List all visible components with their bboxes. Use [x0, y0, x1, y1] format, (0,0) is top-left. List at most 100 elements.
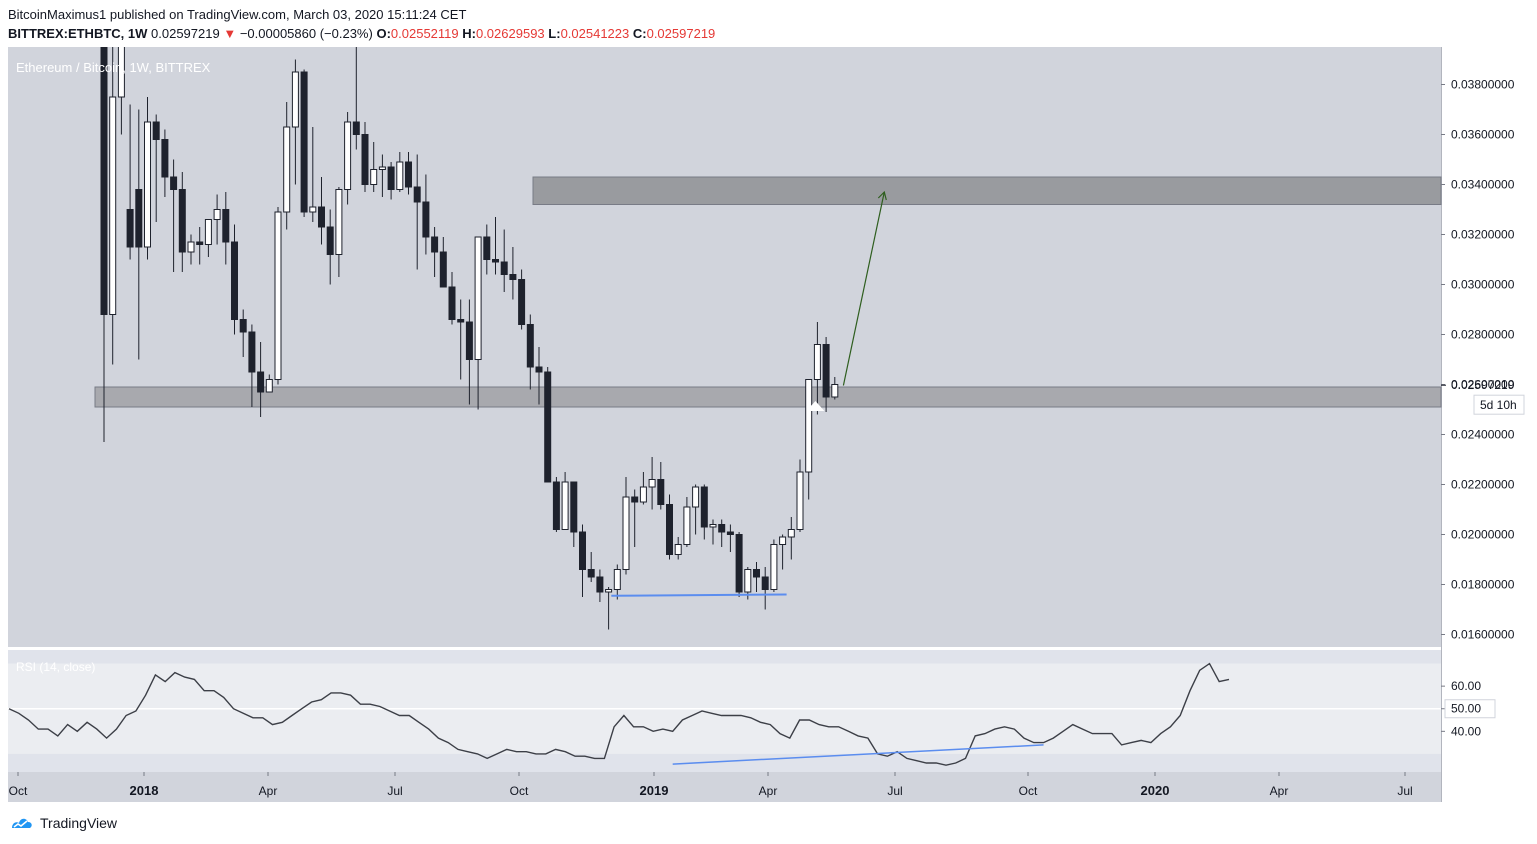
candle-body — [378, 166, 386, 170]
candle-body — [326, 226, 334, 255]
close-label: C: — [632, 26, 647, 41]
price-pane-background — [8, 47, 1441, 647]
candle-body — [753, 569, 760, 578]
candle-body — [387, 166, 395, 190]
signal-triangle-icon — [806, 401, 825, 411]
candle-body — [248, 331, 256, 373]
candle-body — [492, 259, 499, 263]
price-tick-label: 0.01800000 — [1451, 578, 1515, 592]
candle-body — [596, 576, 604, 593]
candle-body — [770, 544, 778, 590]
countdown-label: 5d 10h — [1480, 398, 1517, 412]
candle-body — [257, 371, 265, 393]
candle-body — [500, 261, 508, 275]
time-tick-label: Apr — [759, 784, 778, 798]
support-trendline — [611, 593, 787, 597]
support-zone — [94, 386, 1442, 408]
time-tick-label: 2019 — [640, 783, 669, 798]
time-tick-label: Apr — [1270, 784, 1289, 798]
price-tick-label: 0.03000000 — [1451, 278, 1515, 292]
candle-body — [735, 534, 743, 593]
candle-body — [396, 161, 404, 190]
candle-body — [509, 274, 517, 280]
close-value: 0.02597219 — [646, 26, 716, 41]
candle-body — [448, 286, 456, 320]
candle-body — [135, 189, 143, 248]
time-tick-label: 2018 — [130, 783, 159, 798]
symbol-line: BITTREX:ETHBTC, 1W 0.02597219 ▼ −0.00005… — [8, 26, 715, 41]
low-value: 0.02541223 — [560, 26, 630, 41]
symbol-name: BITTREX:ETHBTC, 1W — [8, 26, 148, 41]
open-value: 0.02552119 — [390, 26, 459, 41]
candle-body — [796, 471, 804, 530]
candle-body — [117, 47, 125, 98]
candle-body — [422, 201, 430, 238]
price-tick-label: 0.03400000 — [1451, 178, 1515, 192]
candle-body — [648, 479, 656, 488]
projection-arrowhead-icon — [877, 190, 887, 201]
candle-body — [231, 241, 238, 320]
time-tick-label: Oct — [510, 784, 529, 798]
candle-body — [761, 576, 769, 590]
projection-arrow — [842, 191, 885, 386]
candle-body — [204, 219, 212, 245]
candle-body — [552, 481, 560, 530]
price-tick-label: 0.02200000 — [1451, 478, 1515, 492]
candle-body — [178, 189, 186, 253]
candle-body — [457, 319, 465, 323]
price-tick-label: 0.02600000 — [1451, 378, 1515, 392]
candle-body — [370, 169, 378, 185]
candle-body — [587, 569, 595, 578]
price-tick-label: 0.02400000 — [1451, 428, 1515, 442]
time-tick-label: Oct — [1019, 784, 1038, 798]
candle-body — [309, 206, 317, 213]
price-tick-label: 0.03600000 — [1451, 128, 1515, 142]
current-price-label: 0.02597219 — [1451, 378, 1515, 392]
candle-body — [631, 496, 639, 503]
last-price: 0.02597219 — [151, 26, 220, 41]
price-tick-label: 0.02800000 — [1451, 328, 1515, 342]
countdown-box — [1473, 394, 1525, 415]
candle-body — [109, 96, 117, 315]
candle-body — [100, 47, 108, 315]
open-label: O: — [376, 26, 391, 41]
candle-body — [639, 486, 647, 503]
footer: TradingView — [8, 814, 117, 832]
candle-body — [283, 126, 291, 213]
candle-body — [544, 371, 552, 483]
price-tick-label: 0.03200000 — [1451, 228, 1515, 242]
candle-body — [674, 544, 682, 555]
candle-body — [787, 529, 795, 538]
candle-body — [666, 504, 673, 555]
candle-body — [700, 486, 708, 528]
chart-legend: Ethereum / Bitcoin, 1W, BITTREX — [16, 60, 211, 75]
high-value: 0.02629593 — [475, 26, 545, 41]
time-tick-label: Jul — [1397, 784, 1412, 798]
rsi-tick-label: 50.00 — [1451, 702, 1481, 716]
candle-body — [518, 279, 526, 325]
tradingview-logo-icon — [12, 818, 32, 828]
time-tick-label: Apr — [259, 784, 278, 798]
candle-body — [526, 324, 534, 368]
candle-body — [213, 209, 221, 220]
rsi-tick-label: 60.00 — [1451, 679, 1481, 693]
time-axis-background — [8, 772, 1441, 802]
rsi-line — [8, 662, 1230, 766]
candle-body — [300, 71, 308, 213]
candle-body — [405, 161, 412, 188]
candle-body — [465, 321, 473, 360]
candle-body — [161, 139, 169, 178]
candle-body — [413, 186, 421, 203]
candle-body — [657, 479, 665, 505]
rsi-midline-box — [1444, 699, 1496, 719]
candle-body — [561, 481, 569, 530]
price-tick-label: 0.02000000 — [1451, 528, 1515, 542]
candle-body — [170, 176, 178, 190]
candle-body — [718, 524, 726, 533]
candle-body — [709, 524, 717, 528]
candle-body — [239, 319, 247, 333]
rsi-tick-label: 40.00 — [1451, 724, 1481, 738]
candle-body — [196, 241, 204, 245]
candle-body — [483, 236, 491, 260]
